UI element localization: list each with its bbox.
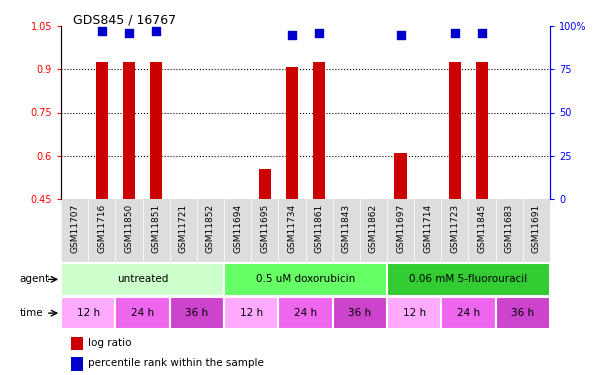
- Text: GSM11697: GSM11697: [396, 204, 405, 253]
- Bar: [123, 62, 135, 199]
- Text: GSM11716: GSM11716: [97, 204, 106, 253]
- Bar: [258, 169, 271, 199]
- Bar: [96, 62, 108, 199]
- Point: [152, 28, 161, 34]
- Text: 36 h: 36 h: [348, 308, 371, 318]
- Text: GSM11845: GSM11845: [478, 204, 486, 253]
- Text: GDS845 / 16767: GDS845 / 16767: [73, 13, 177, 26]
- Bar: [224, 263, 387, 296]
- Bar: [61, 297, 115, 329]
- Text: 12 h: 12 h: [403, 308, 426, 318]
- Text: 24 h: 24 h: [131, 308, 154, 318]
- Text: percentile rank within the sample: percentile rank within the sample: [88, 358, 264, 368]
- Point: [287, 32, 297, 38]
- Bar: [441, 297, 496, 329]
- Text: GSM11695: GSM11695: [260, 204, 269, 253]
- Text: 0.5 uM doxorubicin: 0.5 uM doxorubicin: [256, 274, 355, 284]
- Point: [124, 30, 134, 36]
- Text: GSM11694: GSM11694: [233, 204, 242, 253]
- Text: 0.06 mM 5-fluorouracil: 0.06 mM 5-fluorouracil: [409, 274, 527, 284]
- Bar: [476, 62, 488, 199]
- Text: 36 h: 36 h: [511, 308, 534, 318]
- Bar: [496, 297, 550, 329]
- Text: GSM11862: GSM11862: [369, 204, 378, 253]
- Text: GSM11734: GSM11734: [287, 204, 296, 253]
- Point: [97, 28, 107, 34]
- Text: GSM11852: GSM11852: [206, 204, 215, 253]
- Bar: [395, 153, 407, 199]
- Bar: [313, 62, 325, 199]
- Text: GSM11707: GSM11707: [70, 204, 79, 253]
- Bar: [71, 337, 83, 350]
- Bar: [448, 62, 461, 199]
- Text: GSM11851: GSM11851: [152, 204, 161, 253]
- Point: [450, 30, 459, 36]
- Text: 24 h: 24 h: [457, 308, 480, 318]
- Bar: [224, 297, 279, 329]
- Text: 12 h: 12 h: [240, 308, 263, 318]
- Point: [396, 32, 406, 38]
- Text: GSM11714: GSM11714: [423, 204, 432, 253]
- Text: GSM11723: GSM11723: [450, 204, 459, 253]
- Bar: [286, 66, 298, 199]
- Bar: [150, 62, 163, 199]
- Point: [314, 30, 324, 36]
- Text: GSM11843: GSM11843: [342, 204, 351, 253]
- Text: 24 h: 24 h: [294, 308, 317, 318]
- Text: untreated: untreated: [117, 274, 168, 284]
- Bar: [279, 297, 332, 329]
- Bar: [115, 297, 170, 329]
- Text: GSM11721: GSM11721: [179, 204, 188, 253]
- Text: 12 h: 12 h: [77, 308, 100, 318]
- Bar: [387, 297, 441, 329]
- Text: agent: agent: [20, 274, 49, 284]
- Bar: [387, 263, 550, 296]
- Point: [477, 30, 487, 36]
- Bar: [71, 357, 83, 370]
- Text: log ratio: log ratio: [88, 338, 131, 348]
- Text: GSM11861: GSM11861: [315, 204, 324, 253]
- Text: GSM11691: GSM11691: [532, 204, 541, 253]
- Text: GSM11683: GSM11683: [505, 204, 514, 253]
- Text: 36 h: 36 h: [185, 308, 208, 318]
- Bar: [61, 263, 224, 296]
- Bar: [332, 297, 387, 329]
- Text: GSM11850: GSM11850: [125, 204, 133, 253]
- Text: time: time: [20, 308, 43, 318]
- Bar: [170, 297, 224, 329]
